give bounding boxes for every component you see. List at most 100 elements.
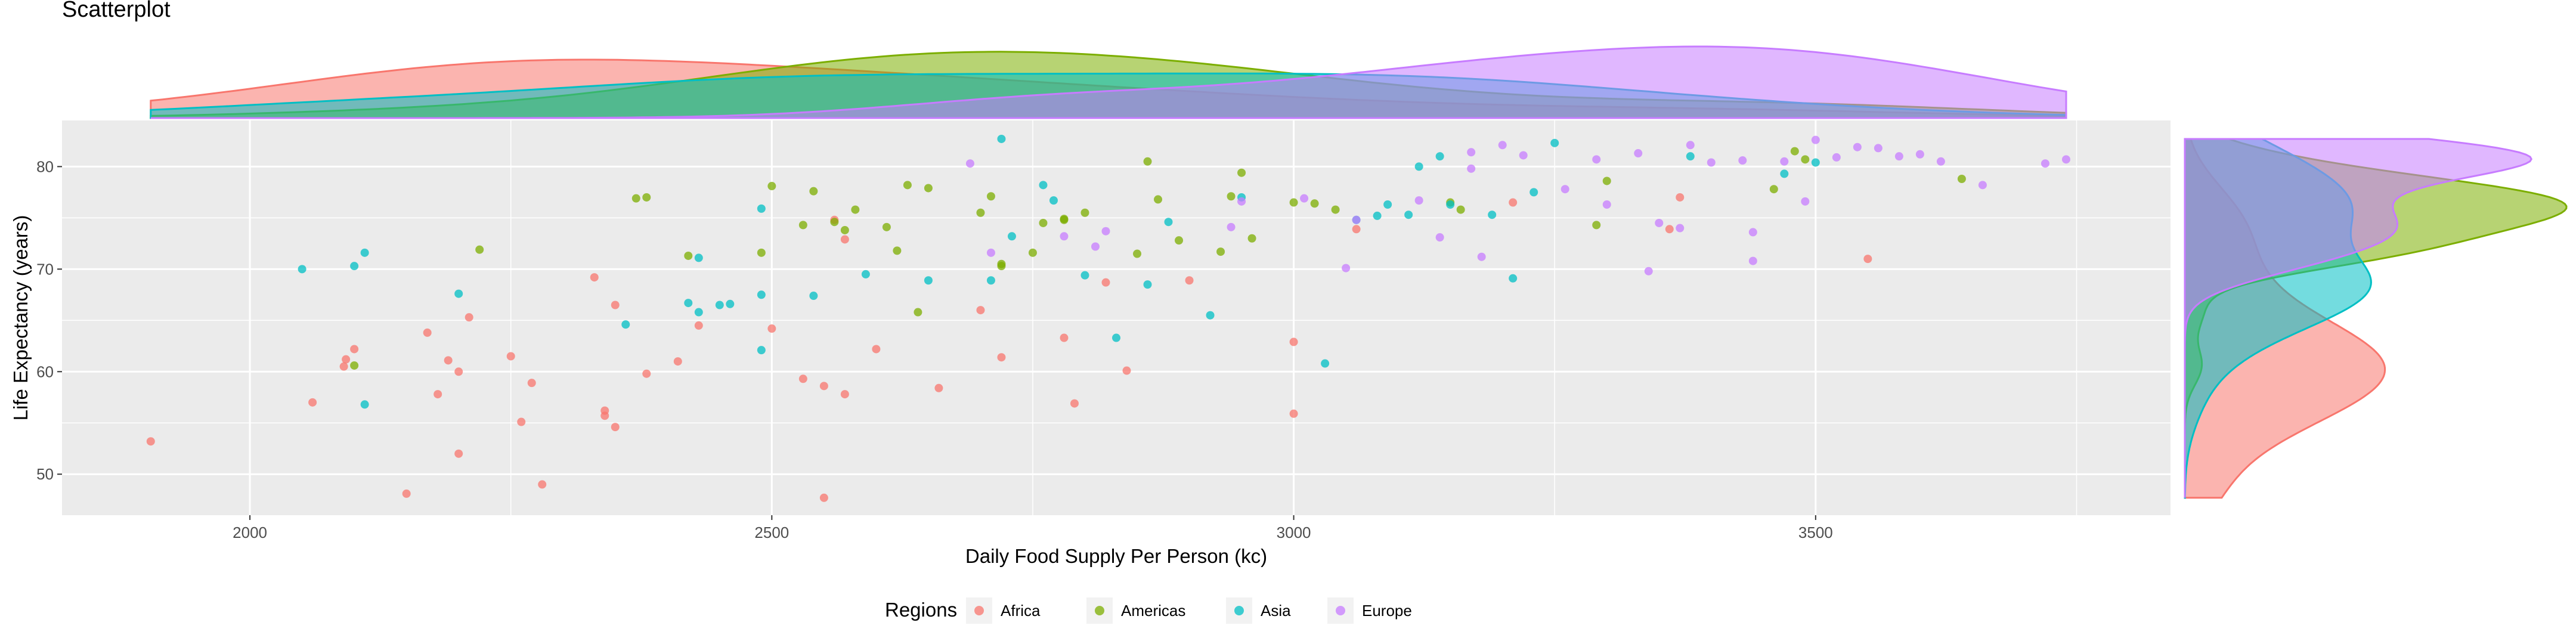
data-point-asia [1049, 196, 1058, 205]
data-point-americas [1237, 168, 1246, 177]
data-point-americas [1456, 205, 1465, 214]
data-point-asia [1039, 181, 1048, 190]
data-point-americas [767, 182, 776, 191]
data-point-americas [809, 187, 818, 196]
data-point-africa [517, 417, 526, 426]
data-point-americas [893, 246, 902, 255]
data-point-europe [1686, 141, 1695, 150]
data-point-europe [1498, 141, 1507, 150]
x-tick-label: 2000 [233, 524, 267, 541]
data-point-americas [914, 308, 922, 317]
data-point-europe [1748, 228, 1757, 237]
data-point-europe [1060, 232, 1069, 241]
data-point-asia [1404, 210, 1413, 219]
data-point-europe [1561, 185, 1569, 194]
data-point-europe [1634, 149, 1643, 158]
data-point-africa [527, 379, 536, 388]
x-tick-label: 2500 [754, 524, 789, 541]
data-point-americas [1028, 248, 1037, 257]
data-point-africa [694, 321, 703, 330]
data-point-africa [444, 356, 453, 365]
data-point-europe [1091, 242, 1100, 251]
data-point-europe [1237, 197, 1246, 206]
data-point-africa [1352, 225, 1361, 234]
data-point-americas [986, 192, 995, 201]
y-axis-title: Life Expectancy (years) [10, 215, 32, 421]
data-point-asia [1321, 359, 1330, 368]
data-point-americas [924, 184, 933, 193]
data-point-asia [1080, 271, 1089, 280]
data-point-europe [1352, 215, 1361, 224]
data-point-africa [819, 493, 828, 502]
data-point-asia [924, 276, 933, 285]
data-point-asia [694, 308, 703, 317]
data-point-europe [1978, 181, 1987, 190]
data-point-americas [976, 208, 985, 217]
data-point-africa [1185, 276, 1194, 285]
data-point-europe [965, 159, 974, 168]
data-point-americas [1060, 215, 1069, 224]
data-point-europe [1467, 164, 1476, 173]
data-point-europe [1676, 224, 1685, 233]
legend-key-africa [974, 606, 984, 615]
data-point-europe [2061, 155, 2070, 164]
data-point-americas [1801, 155, 1810, 164]
data-point-africa [767, 324, 776, 333]
data-point-americas [830, 218, 839, 227]
data-point-americas [840, 225, 849, 234]
data-point-africa [454, 449, 463, 458]
data-point-africa [798, 374, 807, 383]
data-point-africa [590, 273, 599, 282]
data-point-americas [1602, 177, 1611, 185]
data-point-africa [538, 480, 547, 489]
data-point-africa [146, 437, 155, 446]
data-point-asia [621, 320, 630, 329]
x-tick-label: 3500 [1798, 524, 1833, 541]
data-point-africa [423, 328, 432, 337]
legend-key-americas [1095, 606, 1104, 615]
data-point-americas [1227, 192, 1236, 201]
data-point-americas [1592, 221, 1601, 230]
data-point-americas [1143, 157, 1152, 166]
data-point-americas [1957, 175, 1966, 184]
data-point-asia [350, 262, 359, 271]
data-point-africa [342, 355, 351, 364]
data-point-asia [454, 289, 463, 298]
data-point-africa [1070, 399, 1079, 408]
data-point-africa [350, 345, 359, 354]
legend-label-americas: Americas [1121, 602, 1185, 620]
data-point-asia [997, 134, 1006, 143]
data-point-africa [642, 369, 651, 378]
x-tick-label: 3000 [1277, 524, 1311, 541]
data-point-asia [757, 290, 766, 299]
data-point-europe [1101, 227, 1110, 236]
data-point-asia [1780, 169, 1789, 178]
data-point-americas [1247, 234, 1256, 243]
data-point-americas [475, 245, 484, 254]
data-point-asia [1435, 152, 1444, 161]
y-axis-ticks: 50 60 70 80 [36, 157, 62, 483]
data-point-americas [1331, 205, 1340, 214]
data-point-europe [1602, 200, 1611, 209]
data-point-asia [1811, 158, 1820, 167]
chart-title: Scatterplot [62, 0, 171, 22]
top-marginal-density [150, 45, 2067, 119]
data-point-asia [1446, 200, 1455, 209]
data-point-asia [809, 292, 818, 301]
legend-label-africa: Africa [1001, 602, 1041, 620]
legend-key-asia [1234, 606, 1244, 615]
data-point-africa [934, 383, 943, 392]
data-point-asia [726, 299, 735, 308]
data-point-africa [1060, 333, 1069, 342]
data-point-asia [1414, 162, 1423, 171]
data-point-americas [631, 194, 640, 203]
data-point-africa [1676, 193, 1685, 202]
data-point-europe [1915, 150, 1924, 159]
data-point-africa [997, 353, 1006, 362]
data-point-americas [851, 205, 860, 214]
data-point-americas [1216, 247, 1225, 256]
data-point-americas [1289, 198, 1298, 207]
data-point-americas [997, 259, 1006, 268]
data-point-europe [1435, 233, 1444, 242]
data-point-americas [1310, 199, 1319, 208]
